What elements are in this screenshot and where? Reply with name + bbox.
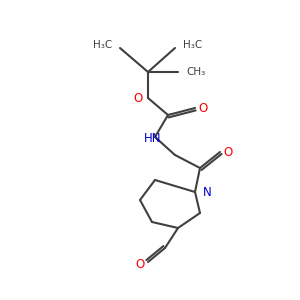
Text: O: O	[134, 92, 142, 104]
Text: CH₃: CH₃	[186, 67, 205, 77]
Text: O: O	[135, 259, 145, 272]
Text: HN: HN	[144, 133, 162, 146]
Text: O: O	[224, 146, 232, 158]
Text: H₃C: H₃C	[93, 40, 112, 50]
Text: H₃C: H₃C	[183, 40, 202, 50]
Text: N: N	[203, 185, 212, 199]
Text: O: O	[198, 101, 208, 115]
